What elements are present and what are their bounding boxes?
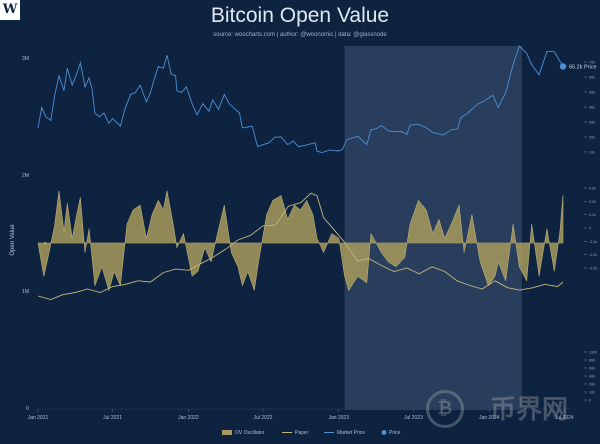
right-tick-label: 0 [589, 399, 591, 403]
right-tick-label: 0.1k [589, 213, 596, 217]
legend-label-oscillator: OV Oscillator [235, 430, 265, 436]
x-tick-label: Jan 2022 [178, 415, 199, 421]
right-tick-label: 400 [589, 375, 595, 379]
right-tick-label: 60k [589, 76, 595, 80]
legend-label-paper: Paper [295, 430, 309, 436]
right-tick-label: 0.3k [589, 200, 596, 204]
legend-swatch-price [381, 430, 387, 435]
chart-subtitle: source: woocharts.com | author: @woonomi… [213, 32, 387, 38]
left-axis-tick: 1M [22, 289, 29, 295]
right-tick-label: -0.3k [589, 253, 597, 257]
x-tick-label: Jan 2024 [479, 415, 500, 421]
x-tick-label: Jul 2024 [555, 415, 574, 421]
left-axis-tick: 3M [22, 56, 29, 62]
x-tick-label: Jul 2022 [254, 415, 273, 421]
left-axis-tick: 0 [26, 406, 29, 412]
chart-title: Bitcoin Open Value [210, 4, 390, 27]
woocharts-logo[interactable]: W [0, 0, 20, 20]
x-tick-label: Jul 2021 [103, 415, 122, 421]
left-axis-tick: 2M [22, 173, 29, 179]
right-tick-label: -0.1k [589, 240, 597, 244]
right-tick-label: 40k [589, 106, 595, 110]
x-tick-label: Jan 2021 [28, 415, 49, 421]
right-tick-label: 800 [589, 359, 595, 363]
oscillator-area [37, 190, 564, 292]
x-tick-label: Jan 2023 [329, 415, 350, 421]
right-tick-label: 600 [589, 367, 595, 371]
right-tick-label: 70k [589, 61, 595, 65]
right-tick-label: 0 [589, 227, 591, 231]
price-end-marker [559, 63, 567, 70]
right-tick-label: 30k [589, 121, 595, 125]
y-axis-label: Open Value [10, 224, 16, 256]
right-tick-label: 100 [589, 391, 595, 395]
x-tick-label: Jul 2023 [404, 415, 423, 421]
right-tick-label: 20k [589, 136, 595, 140]
right-tick-label: 1000 [589, 351, 597, 355]
right-tick-label: 200 [589, 383, 595, 387]
market-price-line [37, 45, 564, 153]
legend-swatch-oscillator [222, 430, 232, 435]
legend-label-price: Price [389, 430, 401, 436]
legend-label-market-price: Market Price [337, 430, 365, 436]
right-tick-label: 0.5k [589, 187, 596, 191]
paper-line [37, 192, 564, 300]
right-tick-label: 50k [589, 91, 595, 95]
watermark-coin-icon: ₿ [426, 390, 464, 428]
right-tick-label: -0.5k [589, 267, 597, 271]
oscillator-zero-label: 0 [44, 241, 47, 246]
watermark-text: 币界网 [489, 395, 568, 425]
right-tick-label: 10k [589, 151, 595, 155]
highlight-band [344, 46, 522, 410]
price-end-label: 65.2k Price [569, 64, 597, 70]
